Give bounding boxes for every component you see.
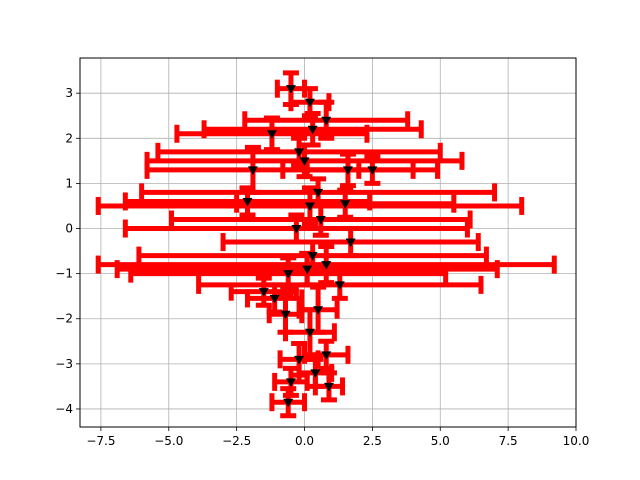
data-point [313,188,324,198]
data-point [285,378,296,387]
axes-frame [79,57,577,428]
data-point [258,288,269,297]
data-point [285,85,296,94]
data-point [299,157,310,166]
data-point [313,306,324,315]
data-point [247,166,258,175]
data-point [304,98,315,108]
x-tick-label: 5.0 [431,434,450,448]
data-point [315,215,326,225]
y-tick-label: −2 [55,312,73,326]
data-point [266,130,277,139]
data-point [321,116,332,126]
data-point [283,398,294,408]
data-point [304,328,315,338]
y-tick-label: 2 [65,131,73,145]
x-tick-label: −2.5 [222,434,251,448]
x-tick-label: 2.5 [363,434,382,448]
data-point [307,125,318,135]
x-tick-label: 7.5 [499,434,518,448]
data-point [294,148,305,157]
data-point [342,166,353,175]
data-point [269,294,280,304]
data-point [242,197,253,207]
data-point [302,265,313,275]
data-point [294,355,305,365]
x-axis: −7.5 −5.0 −2.5 0.0 2.5 5.0 7.5 10.0 [86,427,589,448]
y-tick-label: −1 [55,267,73,281]
y-tick-label: −4 [55,402,73,416]
data-point [291,225,302,234]
data-point [310,369,321,378]
data-point [283,270,294,279]
x-tick-label: 10.0 [563,434,590,448]
data-point [304,202,315,211]
y-tick-label: −3 [55,357,73,371]
y-tick-label: 0 [65,222,73,236]
data-point [323,382,334,392]
data-point [340,200,351,209]
y-tick-label: 1 [65,176,73,190]
y-tick-label: 3 [65,86,73,100]
data-point [321,351,332,360]
x-tick-label: −5.0 [154,434,183,448]
data-point [280,310,291,320]
data-point [307,252,318,261]
data-point [367,166,378,175]
data-point [345,238,356,248]
x-tick-label: −7.5 [86,434,115,448]
x-tick-label: 0.0 [295,434,314,448]
data-point [321,261,332,270]
y-axis: −4 −3 −2 −1 0 1 2 3 [55,86,80,416]
markers [242,85,378,408]
data-point [334,281,345,290]
